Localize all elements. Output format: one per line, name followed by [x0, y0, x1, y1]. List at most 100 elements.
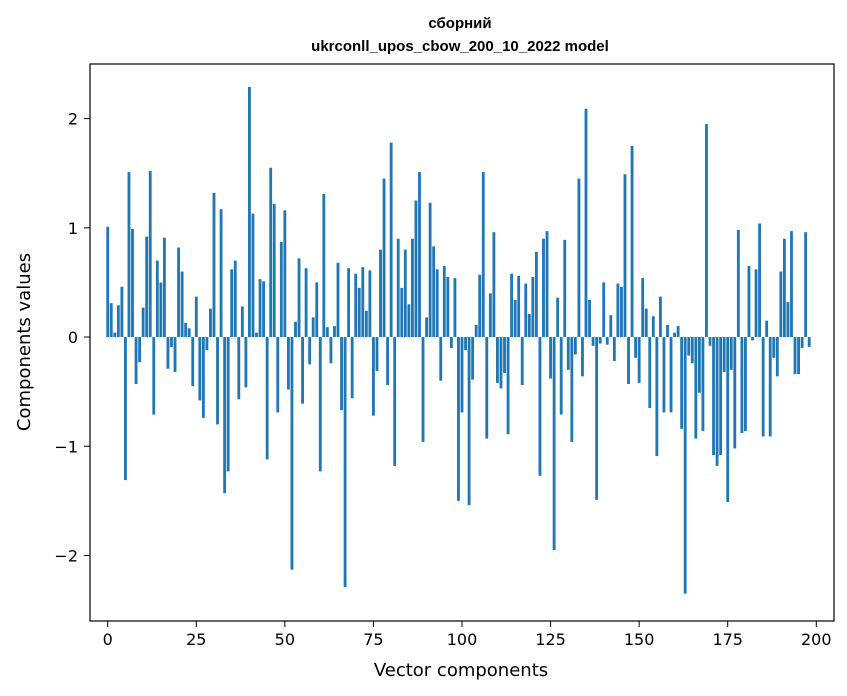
- bar: [782, 238, 786, 338]
- bar: [432, 246, 436, 338]
- bar: [180, 271, 184, 338]
- bar: [354, 273, 358, 338]
- bar: [244, 337, 248, 388]
- bar: [775, 337, 779, 377]
- bar: [262, 281, 266, 338]
- bar: [644, 308, 648, 338]
- bar: [744, 337, 747, 431]
- bar: [230, 269, 234, 338]
- bar: [765, 320, 769, 338]
- bar: [340, 337, 343, 411]
- bar: [503, 337, 506, 374]
- bar: [474, 325, 478, 338]
- bar: [588, 299, 591, 338]
- bar: [457, 337, 460, 501]
- x-tick-label: 25: [186, 630, 206, 649]
- bar: [255, 332, 258, 338]
- bar: [662, 337, 666, 413]
- bar: [729, 337, 733, 370]
- bar: [187, 328, 191, 338]
- bar: [772, 337, 776, 358]
- bar: [294, 321, 297, 338]
- bar: [138, 337, 142, 363]
- bar: [379, 249, 382, 338]
- bar: [708, 337, 712, 346]
- y-axis-ticks: −2 −1 0 1 2: [54, 110, 90, 565]
- bar: [676, 326, 680, 338]
- bar: [201, 337, 205, 418]
- bar: [751, 337, 754, 341]
- bar: [170, 337, 173, 347]
- bar: [637, 337, 641, 383]
- bar: [301, 337, 304, 404]
- bar: [651, 316, 655, 338]
- bar: [226, 337, 230, 472]
- bar: [655, 337, 659, 457]
- bar: [446, 276, 450, 338]
- bar: [403, 249, 407, 338]
- bar: [627, 337, 630, 384]
- x-tick-label: 125: [535, 630, 566, 649]
- bar: [715, 337, 719, 466]
- bar: [131, 228, 134, 338]
- bar: [577, 178, 581, 338]
- bar: [605, 337, 609, 345]
- bar: [542, 238, 545, 338]
- bar: [389, 142, 393, 338]
- bar: [120, 286, 124, 338]
- bar: [779, 271, 783, 338]
- bar: [276, 337, 280, 413]
- bar: [418, 172, 421, 338]
- bar: [790, 231, 793, 338]
- bar: [786, 302, 790, 338]
- bar: [499, 337, 503, 389]
- x-axis-ticks: 0 25 50 75 100 125 150 175 200: [103, 621, 832, 649]
- bar: [552, 337, 556, 551]
- bar: [393, 337, 397, 466]
- bar: [573, 337, 577, 355]
- x-tick-label: 0: [103, 630, 113, 649]
- bar: [113, 332, 117, 338]
- bar: [758, 223, 762, 338]
- chart-subtitle: ukrconll_upos_cbow_200_10_2022 model: [311, 38, 609, 55]
- bar: [209, 308, 212, 338]
- bar: [761, 337, 765, 437]
- bar: [109, 303, 113, 338]
- bar: [747, 266, 751, 338]
- bar: [570, 337, 574, 442]
- bar: [325, 327, 329, 338]
- bar: [648, 337, 652, 409]
- bar: [687, 337, 691, 356]
- bar: [581, 337, 584, 377]
- bar: [116, 305, 120, 338]
- bar: [595, 337, 599, 500]
- bar: [347, 268, 351, 338]
- bars-group: [106, 86, 811, 594]
- bar: [478, 274, 482, 338]
- bar: [141, 307, 145, 338]
- bar: [669, 337, 673, 413]
- bar: [272, 203, 276, 338]
- bar: [740, 337, 744, 434]
- bar: [173, 337, 177, 372]
- bar: [517, 275, 521, 338]
- bar: [152, 337, 156, 415]
- bar: [315, 282, 319, 338]
- bar: [258, 279, 262, 338]
- bar: [333, 326, 336, 338]
- bar: [712, 337, 715, 455]
- x-tick-label: 75: [363, 630, 383, 649]
- bar: [322, 193, 326, 338]
- bar: [658, 296, 662, 338]
- y-tick-label: 2: [68, 110, 78, 129]
- bar: [435, 269, 439, 338]
- bar: [623, 174, 627, 338]
- y-tick-label: −2: [54, 546, 78, 565]
- bar: [513, 299, 517, 338]
- bar: [793, 337, 797, 375]
- y-tick-label: 0: [68, 328, 78, 347]
- bar: [194, 296, 198, 338]
- bar: [283, 210, 287, 338]
- x-tick-label: 200: [801, 630, 832, 649]
- bar: [421, 337, 425, 442]
